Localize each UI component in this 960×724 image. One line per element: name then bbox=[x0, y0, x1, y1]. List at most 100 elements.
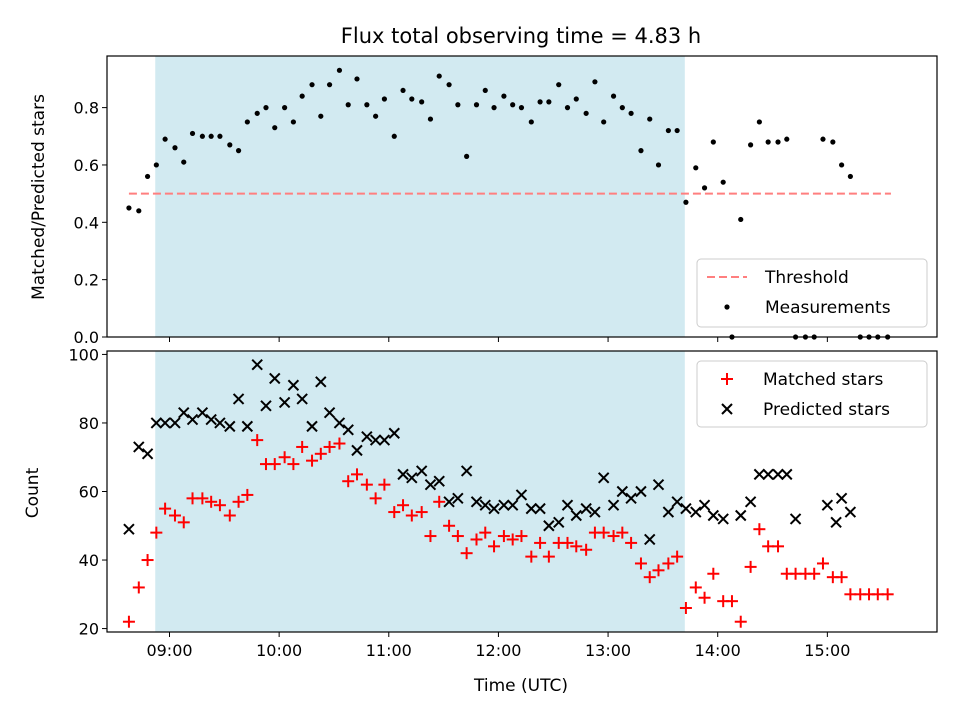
measurement-point bbox=[482, 87, 488, 94]
matched-point bbox=[168, 509, 181, 522]
predicted-point bbox=[296, 393, 308, 405]
predicted-point-b bbox=[306, 420, 318, 433]
measurement-point bbox=[235, 148, 242, 154]
measurement-point bbox=[510, 102, 516, 108]
matched-point bbox=[443, 519, 456, 532]
predicted-point-b bbox=[415, 465, 428, 477]
xtick-label: 13:00 bbox=[585, 641, 631, 660]
predicted-point-b bbox=[753, 468, 766, 481]
measurement-point bbox=[564, 105, 571, 111]
predicted-point bbox=[698, 499, 711, 511]
predicted-point bbox=[580, 502, 592, 515]
predicted-point bbox=[671, 496, 683, 508]
matched-point bbox=[534, 536, 547, 549]
matched-point bbox=[479, 526, 492, 539]
predicted-point-b bbox=[597, 472, 610, 484]
predicted-point bbox=[707, 509, 720, 522]
matched-point bbox=[570, 540, 583, 553]
predicted-point bbox=[506, 499, 519, 511]
count-panel: 20 40 60 80 100 09:00 10:00 11:00 12:00 13:00 14:… bbox=[23, 345, 938, 660]
measurement-point bbox=[784, 136, 790, 142]
measurement-point bbox=[427, 116, 434, 122]
predicted-point bbox=[178, 406, 190, 419]
measurement-point bbox=[473, 102, 480, 108]
measurement-point bbox=[610, 93, 617, 99]
predicted-point-b bbox=[498, 499, 510, 511]
measurement-point bbox=[227, 142, 233, 148]
measurement-point bbox=[144, 173, 151, 180]
predicted-point-b bbox=[323, 406, 336, 419]
predicted-point bbox=[635, 485, 647, 498]
ytick-label: 0.8 bbox=[74, 99, 99, 118]
matched-point bbox=[525, 550, 538, 563]
matched-point bbox=[460, 547, 473, 560]
matched-point bbox=[424, 530, 437, 543]
predicted-point-b bbox=[844, 506, 857, 518]
matched-point bbox=[306, 454, 319, 467]
xtick-label: 15:00 bbox=[804, 641, 850, 660]
predicted-point-b bbox=[662, 506, 675, 518]
predicted-point-b bbox=[479, 499, 491, 511]
matched-point bbox=[150, 526, 163, 539]
measurement-point bbox=[217, 133, 223, 139]
predicted-point bbox=[589, 506, 601, 518]
measurement-point bbox=[364, 102, 370, 108]
matched-point bbox=[296, 440, 309, 453]
predicted-point-b bbox=[652, 478, 665, 491]
xtick-label: 09:00 bbox=[146, 641, 192, 660]
predicted-point-b bbox=[196, 406, 209, 419]
measurement-point bbox=[683, 199, 689, 205]
matched-point bbox=[159, 502, 172, 515]
predicted-point-b bbox=[406, 472, 418, 484]
measurement-point bbox=[336, 67, 343, 73]
predicted-point bbox=[662, 506, 675, 518]
ytick-label: 100 bbox=[68, 345, 99, 364]
predicted-point-b bbox=[570, 509, 582, 522]
predicted-point-b bbox=[488, 502, 500, 515]
matched-point bbox=[268, 458, 281, 471]
predicted-point bbox=[789, 513, 802, 525]
predicted-point bbox=[269, 372, 281, 385]
measurement-point bbox=[373, 113, 379, 119]
predicted-legend-label: Predicted stars bbox=[763, 400, 890, 420]
matched-point bbox=[734, 615, 747, 628]
matched-point bbox=[314, 447, 327, 460]
predicted-point bbox=[607, 499, 620, 511]
matched-point bbox=[132, 581, 145, 594]
predicted-point bbox=[835, 492, 848, 505]
measurement-point bbox=[573, 96, 579, 102]
matched-point bbox=[561, 536, 574, 549]
predicted-point bbox=[781, 468, 793, 481]
predicted-point bbox=[543, 520, 555, 532]
matched-point bbox=[744, 560, 757, 573]
predicted-point bbox=[196, 406, 209, 419]
predicted-point bbox=[388, 427, 400, 439]
matched-point bbox=[213, 499, 226, 512]
measurement-point bbox=[638, 148, 644, 154]
matched-point bbox=[415, 506, 428, 519]
predicted-point bbox=[150, 417, 163, 429]
measurement-point bbox=[345, 102, 351, 108]
predicted-point-b bbox=[515, 489, 528, 501]
measurement-point bbox=[756, 119, 762, 125]
predicted-point-b bbox=[169, 417, 181, 429]
predicted-point-b bbox=[224, 420, 236, 433]
predicted-point-b bbox=[580, 502, 592, 515]
predicted-point-b bbox=[561, 499, 574, 511]
predicted-point-b bbox=[616, 485, 629, 498]
predicted-point-b bbox=[680, 502, 692, 515]
matched-point bbox=[177, 516, 190, 529]
matched-point bbox=[835, 571, 848, 584]
ytick-label: 40 bbox=[79, 551, 99, 570]
predicted-point bbox=[433, 475, 445, 487]
measurement-point bbox=[290, 119, 296, 125]
count-panel-xticks: 09:00 10:00 11:00 12:00 13:00 14:00 15:00 bbox=[146, 632, 850, 660]
measurement-point bbox=[647, 116, 653, 122]
predicted-point bbox=[415, 465, 428, 477]
predicted-point bbox=[830, 516, 842, 529]
measurement-point bbox=[455, 102, 461, 108]
predicted-point bbox=[525, 502, 538, 515]
measurement-point bbox=[655, 162, 662, 168]
predicted-point-b bbox=[443, 496, 455, 508]
count-panel-yticks: 20 40 60 80 100 bbox=[68, 345, 107, 639]
